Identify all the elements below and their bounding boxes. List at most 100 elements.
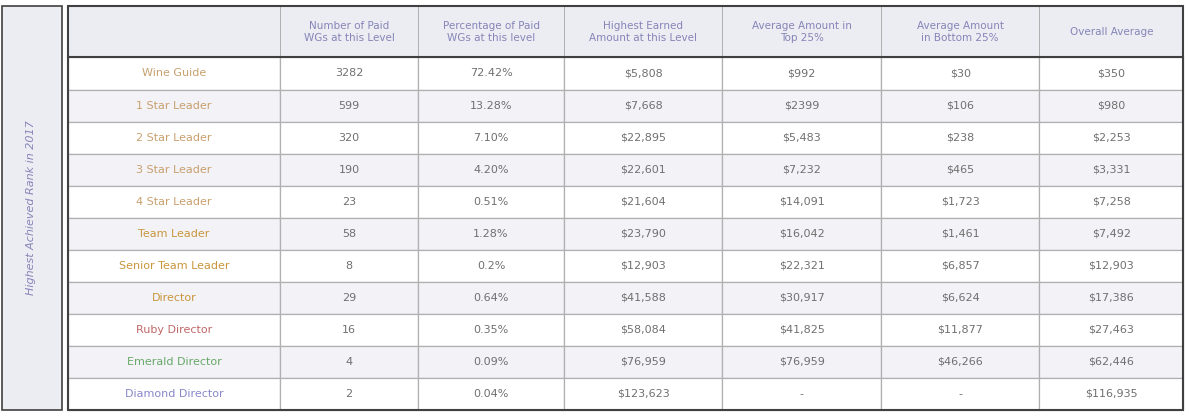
Text: 320: 320	[339, 133, 360, 143]
Text: $12,903: $12,903	[1088, 261, 1134, 271]
Text: 2 Star Leader: 2 Star Leader	[137, 133, 212, 143]
Text: Director: Director	[152, 293, 196, 303]
Bar	[564, 57, 723, 89]
Bar	[419, 154, 564, 186]
Bar	[723, 6, 881, 57]
Text: 599: 599	[339, 101, 360, 111]
Text: $17,386: $17,386	[1088, 293, 1134, 303]
Bar	[419, 378, 564, 410]
Bar	[281, 346, 419, 378]
Bar	[723, 378, 881, 410]
Text: Wine Guide: Wine Guide	[141, 69, 206, 79]
Bar	[1039, 346, 1183, 378]
Bar	[419, 218, 564, 250]
Bar	[564, 346, 723, 378]
Bar	[1039, 378, 1183, 410]
Bar	[723, 57, 881, 89]
Text: 0.35%: 0.35%	[473, 325, 509, 335]
Bar	[1039, 121, 1183, 154]
Text: Highest Earned
Amount at this Level: Highest Earned Amount at this Level	[590, 21, 697, 43]
Bar	[881, 314, 1039, 346]
Text: $11,877: $11,877	[937, 325, 983, 335]
Bar	[68, 154, 281, 186]
Text: $30: $30	[950, 69, 970, 79]
Bar	[68, 89, 281, 121]
Text: $123,623: $123,623	[617, 389, 669, 399]
Text: 4: 4	[346, 357, 353, 367]
Text: Highest Achieved Rank in 2017: Highest Achieved Rank in 2017	[26, 121, 36, 295]
Bar	[68, 121, 281, 154]
Bar	[881, 346, 1039, 378]
Bar	[1039, 154, 1183, 186]
Text: $1,461: $1,461	[940, 229, 980, 239]
Bar	[281, 282, 419, 314]
Text: Number of Paid
WGs at this Level: Number of Paid WGs at this Level	[303, 21, 395, 43]
Bar	[281, 378, 419, 410]
Text: $5,483: $5,483	[782, 133, 822, 143]
Text: 16: 16	[342, 325, 357, 335]
Text: $106: $106	[946, 101, 974, 111]
Text: $2,253: $2,253	[1092, 133, 1131, 143]
Text: Percentage of Paid
WGs at this level: Percentage of Paid WGs at this level	[442, 21, 540, 43]
Bar	[564, 154, 723, 186]
Bar	[419, 89, 564, 121]
Text: $238: $238	[946, 133, 974, 143]
Bar	[564, 89, 723, 121]
Bar	[723, 250, 881, 282]
Bar	[281, 89, 419, 121]
Bar	[881, 89, 1039, 121]
Text: 7.10%: 7.10%	[473, 133, 509, 143]
Text: $30,917: $30,917	[779, 293, 825, 303]
Text: Average Amount in
Top 25%: Average Amount in Top 25%	[751, 21, 851, 43]
Bar	[281, 250, 419, 282]
Text: $62,446: $62,446	[1088, 357, 1134, 367]
Text: $992: $992	[787, 69, 816, 79]
Bar	[723, 218, 881, 250]
Bar	[281, 57, 419, 89]
Bar	[723, 346, 881, 378]
Text: 13.28%: 13.28%	[470, 101, 512, 111]
Text: Average Amount
in Bottom 25%: Average Amount in Bottom 25%	[917, 21, 1004, 43]
Text: Team Leader: Team Leader	[138, 229, 209, 239]
Bar	[723, 121, 881, 154]
Bar	[281, 314, 419, 346]
Text: Ruby Director: Ruby Director	[136, 325, 212, 335]
Bar	[68, 250, 281, 282]
Text: 72.42%: 72.42%	[470, 69, 512, 79]
Bar	[1039, 186, 1183, 218]
Text: $5,808: $5,808	[624, 69, 662, 79]
Bar	[564, 186, 723, 218]
Bar	[419, 186, 564, 218]
Text: 29: 29	[342, 293, 357, 303]
Bar	[68, 282, 281, 314]
Bar	[419, 346, 564, 378]
Bar	[68, 346, 281, 378]
Bar	[1039, 250, 1183, 282]
Text: $14,091: $14,091	[779, 197, 825, 207]
Text: 0.09%: 0.09%	[473, 357, 509, 367]
Bar	[564, 314, 723, 346]
Bar	[281, 154, 419, 186]
Bar	[881, 121, 1039, 154]
Bar	[564, 250, 723, 282]
Bar	[1039, 6, 1183, 57]
Text: $27,463: $27,463	[1088, 325, 1134, 335]
Bar	[419, 57, 564, 89]
Bar	[881, 250, 1039, 282]
Bar	[723, 186, 881, 218]
Bar	[68, 314, 281, 346]
Bar	[68, 6, 281, 57]
Bar	[881, 6, 1039, 57]
Bar	[723, 314, 881, 346]
Bar	[881, 186, 1039, 218]
Bar	[419, 6, 564, 57]
Text: 4 Star Leader: 4 Star Leader	[137, 197, 212, 207]
Text: $12,903: $12,903	[621, 261, 666, 271]
Bar	[68, 186, 281, 218]
Bar	[881, 282, 1039, 314]
Text: $465: $465	[946, 165, 974, 175]
Text: $980: $980	[1097, 101, 1126, 111]
Text: $58,084: $58,084	[621, 325, 666, 335]
Text: 3282: 3282	[335, 69, 364, 79]
Text: 23: 23	[342, 197, 357, 207]
